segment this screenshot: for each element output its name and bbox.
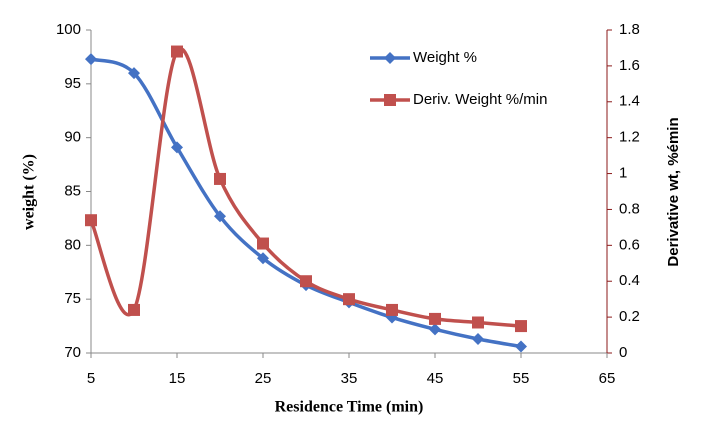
y2-tick-label: 1 bbox=[619, 165, 627, 182]
y-tick-label: 95 bbox=[64, 75, 81, 92]
data-point bbox=[472, 333, 484, 346]
legend-marker bbox=[384, 94, 396, 106]
data-point bbox=[171, 141, 183, 154]
x-tick-label: 35 bbox=[341, 370, 358, 387]
data-point bbox=[85, 53, 97, 66]
y2-axis-label: Derivative wt, %émin bbox=[665, 117, 682, 266]
data-point bbox=[171, 45, 183, 58]
x-tick-label: 25 bbox=[255, 370, 272, 387]
y2-tick-label: 1.2 bbox=[619, 129, 640, 146]
data-point bbox=[128, 303, 140, 316]
data-point bbox=[300, 275, 312, 288]
y2-tick-label: 0 bbox=[619, 344, 627, 361]
y-axis-label: weight (%) bbox=[21, 154, 38, 230]
y-tick-label: 85 bbox=[64, 182, 81, 199]
y-tick-label: 90 bbox=[64, 129, 81, 146]
data-point bbox=[214, 210, 226, 223]
y2-tick-label: 0.8 bbox=[619, 200, 640, 217]
y2-tick-label: 1.6 bbox=[619, 57, 640, 74]
y-tick-label: 70 bbox=[64, 344, 81, 361]
data-point bbox=[515, 340, 527, 353]
legend-label: Deriv. Weight %/min bbox=[413, 91, 547, 108]
data-point bbox=[257, 252, 269, 265]
y2-tick-label: 1.8 bbox=[619, 21, 640, 38]
data-point bbox=[429, 312, 441, 325]
y-tick-label: 75 bbox=[64, 290, 81, 307]
y2-tick-label: 0.2 bbox=[619, 308, 640, 325]
data-point bbox=[515, 320, 527, 333]
data-point bbox=[214, 172, 226, 185]
data-point bbox=[429, 323, 441, 336]
x-tick-label: 55 bbox=[513, 370, 530, 387]
x-tick-label: 45 bbox=[427, 370, 444, 387]
y2-tick-label: 0.4 bbox=[619, 272, 640, 289]
y-tick-label: 80 bbox=[64, 236, 81, 253]
data-point bbox=[343, 293, 355, 306]
data-point bbox=[472, 316, 484, 329]
y2-tick-label: 0.6 bbox=[619, 236, 640, 253]
y2-tick-label: 1.4 bbox=[619, 93, 640, 110]
data-point bbox=[257, 237, 269, 250]
data-point bbox=[85, 214, 97, 227]
x-tick-label: 15 bbox=[169, 370, 186, 387]
legend-marker bbox=[384, 52, 396, 64]
x-axis-label: Residence Time (min) bbox=[275, 399, 424, 416]
data-point bbox=[386, 303, 398, 316]
x-tick-label: 65 bbox=[599, 370, 616, 387]
data-point bbox=[128, 67, 140, 80]
y-tick-label: 100 bbox=[56, 21, 81, 38]
x-tick-label: 5 bbox=[87, 370, 95, 387]
legend-label: Weight % bbox=[413, 49, 477, 66]
